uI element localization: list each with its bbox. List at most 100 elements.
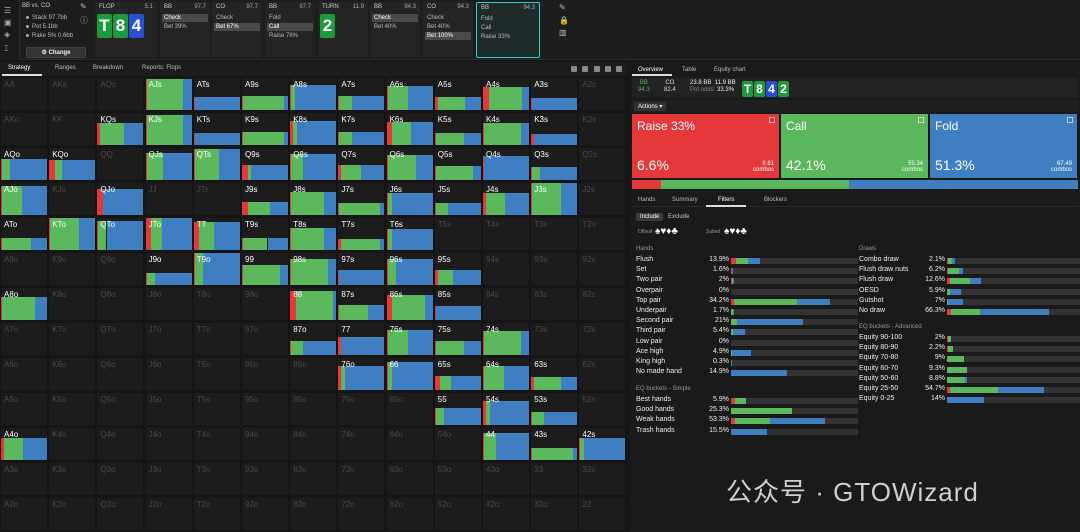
hand-cell[interactable]: 53s bbox=[530, 392, 579, 426]
action-column-2[interactable]: CO 97.7 Check Bet 67% bbox=[212, 2, 262, 58]
hand-cell[interactable]: 42s bbox=[578, 427, 627, 461]
hand-cell[interactable]: 88 bbox=[289, 287, 338, 321]
hand-cell[interactable]: 95s bbox=[433, 252, 482, 286]
hand-cell[interactable]: QTs bbox=[192, 147, 241, 181]
hand-cell[interactable]: K8s bbox=[289, 112, 338, 146]
hand-cell[interactable]: J7o bbox=[144, 322, 193, 356]
save-icon[interactable]: ▣ bbox=[4, 18, 12, 27]
hand-cell[interactable]: Q9s bbox=[241, 147, 289, 181]
hand-cell[interactable]: A5s bbox=[433, 77, 482, 111]
layout-icon[interactable]: ▥ bbox=[559, 28, 567, 37]
include-button[interactable]: Include bbox=[636, 213, 664, 221]
hand-cell[interactable]: T2o bbox=[192, 497, 241, 531]
hand-cell[interactable]: 32s bbox=[578, 462, 627, 496]
hand-cell[interactable]: AKs bbox=[48, 77, 97, 111]
filter-row[interactable]: Best hands 5.9% bbox=[636, 396, 888, 406]
hand-cell[interactable]: Q3o bbox=[96, 462, 145, 496]
hand-cell[interactable]: 62s bbox=[578, 357, 627, 391]
hand-cell[interactable]: ATs bbox=[192, 77, 241, 111]
hand-cell[interactable]: 96o bbox=[241, 357, 289, 391]
hand-cell[interactable]: Q7s bbox=[337, 147, 386, 181]
hand-cell[interactable]: 75o bbox=[337, 392, 386, 426]
hand-cell[interactable]: A3o bbox=[0, 462, 48, 496]
hand-cell[interactable]: 64o bbox=[385, 427, 434, 461]
hand-cell[interactable]: KJo bbox=[48, 182, 97, 216]
hand-cell[interactable]: 86o bbox=[289, 357, 338, 391]
hand-cell[interactable]: 74s bbox=[482, 322, 530, 356]
hand-cell[interactable]: 54s bbox=[482, 392, 530, 426]
hand-cell[interactable]: 82s bbox=[578, 287, 627, 321]
action-column-6[interactable]: CO 94.3 Check Bet 40% Bet 100% bbox=[423, 2, 473, 58]
view-pie-icon[interactable] bbox=[571, 66, 577, 72]
expand-icon[interactable] bbox=[918, 117, 924, 123]
action-option[interactable]: Raise 78% bbox=[269, 33, 299, 39]
action-option[interactable]: Call bbox=[267, 23, 313, 31]
tab-breakdown[interactable]: Breakdown bbox=[93, 65, 124, 71]
tab-reports[interactable]: Reports: Flops bbox=[142, 65, 182, 71]
actions-dropdown[interactable]: Actions ▾ bbox=[634, 102, 667, 111]
hand-cell[interactable]: T5s bbox=[433, 217, 482, 251]
hand-cell[interactable]: 92o bbox=[241, 497, 289, 531]
hand-cell[interactable]: T8s bbox=[289, 217, 338, 251]
hand-cell[interactable]: Q5s bbox=[433, 147, 482, 181]
action-option[interactable]: Fold bbox=[269, 15, 281, 21]
hand-cell[interactable]: K4o bbox=[48, 427, 97, 461]
hand-cell[interactable]: AQs bbox=[96, 77, 145, 111]
action-option[interactable]: Bet 39% bbox=[164, 24, 187, 30]
hand-cell[interactable]: K9o bbox=[48, 252, 97, 286]
hand-cell[interactable]: 53o bbox=[433, 462, 482, 496]
view-table-icon[interactable] bbox=[616, 66, 622, 72]
hand-cell[interactable]: Q4s bbox=[482, 147, 530, 181]
action-column-5[interactable]: BB 94.3 Check Bet 40% bbox=[370, 2, 420, 58]
hand-cell[interactable]: 72s bbox=[578, 322, 627, 356]
filter-row[interactable]: Ace high 4.9% bbox=[636, 348, 888, 358]
filter-row[interactable]: Equity 80-90 2.2% bbox=[859, 344, 1080, 354]
action-option[interactable]: Bet 67% bbox=[214, 23, 260, 31]
hand-cell[interactable]: J2s bbox=[578, 182, 627, 216]
hand-cell[interactable]: T5o bbox=[192, 392, 241, 426]
hand-cell[interactable]: AQo bbox=[0, 147, 48, 181]
hand-cell[interactable]: 82o bbox=[289, 497, 338, 531]
offsuit-suits-icon[interactable]: ♠♥♦♣ bbox=[655, 226, 678, 237]
filter-row[interactable]: Weak hands 53.3% bbox=[636, 416, 888, 426]
hand-cell[interactable]: A6s bbox=[385, 77, 434, 111]
hand-cell[interactable]: T4o bbox=[192, 427, 241, 461]
filter-row[interactable]: Second pair 21% bbox=[636, 317, 888, 327]
hand-cell[interactable]: 84s bbox=[482, 287, 530, 321]
hand-cell[interactable]: TT bbox=[192, 217, 241, 251]
cursor-icon[interactable]: ⌶ bbox=[4, 44, 9, 53]
hand-cell[interactable]: T9s bbox=[241, 217, 289, 251]
suited-suits-icon[interactable]: ♠♥♦♣ bbox=[724, 226, 747, 237]
hand-cell[interactable]: K3s bbox=[530, 112, 579, 146]
edit-icon[interactable]: ✎ bbox=[80, 2, 87, 11]
hand-cell[interactable]: AA bbox=[0, 77, 48, 111]
hand-cell[interactable]: 65o bbox=[385, 392, 434, 426]
hand-cell[interactable]: AKo bbox=[0, 112, 48, 146]
hand-cell[interactable]: T7o bbox=[192, 322, 241, 356]
hand-cell[interactable]: 76s bbox=[385, 322, 434, 356]
filter-row[interactable]: Third pair 5.4% bbox=[636, 327, 888, 337]
action-summary-box[interactable]: Raise 33% 6.6% 8.61 combos bbox=[632, 114, 779, 178]
hand-cell[interactable]: J4o bbox=[144, 427, 193, 461]
hand-cell[interactable]: J6s bbox=[385, 182, 434, 216]
hand-cell[interactable]: AJo bbox=[0, 182, 48, 216]
expand-icon[interactable] bbox=[1067, 117, 1073, 123]
hand-cell[interactable]: T3s bbox=[530, 217, 579, 251]
hand-cell[interactable]: J7s bbox=[337, 182, 386, 216]
hand-cell[interactable]: 94o bbox=[241, 427, 289, 461]
hand-cell[interactable]: J8o bbox=[144, 287, 193, 321]
hand-cell[interactable]: 83o bbox=[289, 462, 338, 496]
hand-cell[interactable]: KTs bbox=[192, 112, 241, 146]
filter-row[interactable]: Flush 13.9% bbox=[636, 256, 888, 266]
filter-row[interactable]: Combo draw 2.1% bbox=[859, 256, 1080, 266]
filter-row[interactable]: Trash hands 15.5% bbox=[636, 427, 888, 437]
hand-cell[interactable]: 96s bbox=[385, 252, 434, 286]
hand-cell[interactable]: T9o bbox=[192, 252, 241, 286]
hand-cell[interactable]: 76o bbox=[337, 357, 386, 391]
hand-cell[interactable]: 85o bbox=[289, 392, 338, 426]
view-list-icon[interactable] bbox=[605, 66, 611, 72]
tab-equity-chart[interactable]: Equity chart bbox=[714, 67, 746, 73]
hand-cell[interactable]: T3o bbox=[192, 462, 241, 496]
hand-cell[interactable]: J3o bbox=[144, 462, 193, 496]
hand-cell[interactable]: T2s bbox=[578, 217, 627, 251]
